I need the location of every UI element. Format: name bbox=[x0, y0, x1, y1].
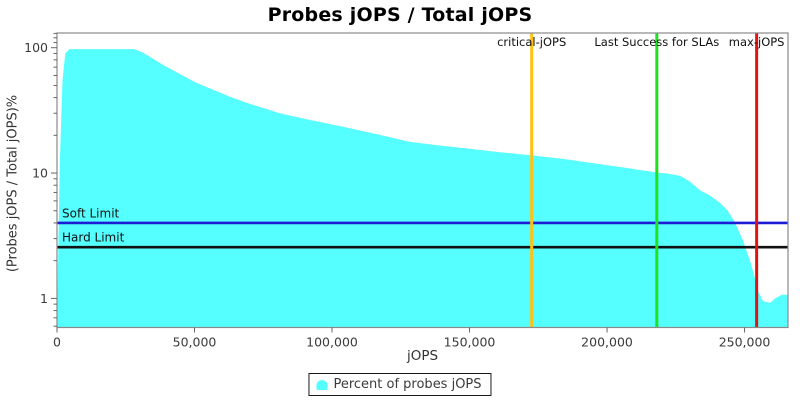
legend-marker-area-icon bbox=[316, 379, 328, 390]
x-tick-label: 50,000 bbox=[173, 335, 217, 350]
y-axis-title: (Probes jOPS / Total jOPS)% bbox=[5, 94, 21, 273]
x-axis-title: jOPS bbox=[406, 348, 439, 364]
chart-title: Probes jOPS / Total jOPS bbox=[267, 4, 533, 26]
x-tick-label: 100,000 bbox=[306, 335, 358, 350]
vline-label-last-success-for-slas: Last Success for SLAs bbox=[594, 35, 719, 49]
hline-label-soft-limit: Soft Limit bbox=[62, 206, 120, 220]
x-tick-label: 0 bbox=[53, 335, 61, 350]
x-tick-label: 200,000 bbox=[581, 335, 633, 350]
vline-label-max-jops: max-jOPS bbox=[729, 35, 785, 49]
legend-label: Percent of probes jOPS bbox=[333, 377, 482, 392]
hline-label-hard-limit: Hard Limit bbox=[62, 231, 125, 245]
y-tick-label: 1 bbox=[40, 291, 48, 306]
area-series-percent-of-probes-jops bbox=[57, 49, 788, 328]
y-tick-label: 100 bbox=[24, 40, 48, 55]
vline-label-critical-jops: critical-jOPS bbox=[497, 35, 566, 49]
y-tick-label: 10 bbox=[32, 166, 48, 181]
x-tick-label: 150,000 bbox=[444, 335, 496, 350]
plot-border bbox=[56, 32, 789, 329]
x-tick-label: 250,000 bbox=[719, 335, 771, 350]
legend: Percent of probes jOPS bbox=[308, 373, 492, 396]
